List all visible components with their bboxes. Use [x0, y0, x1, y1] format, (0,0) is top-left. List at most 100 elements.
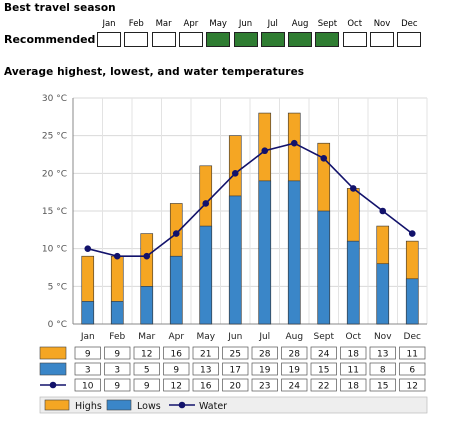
x-tick-label: Jul — [258, 332, 270, 342]
chart-title: Average highest, lowest, and water tempe… — [4, 66, 305, 78]
y-tick-label: 15 °C — [42, 207, 67, 217]
data-label-highs: 28 — [259, 350, 271, 360]
table-cell — [399, 362, 426, 376]
table-cell — [192, 362, 219, 376]
table-cell — [399, 378, 426, 392]
bar-lows — [376, 263, 390, 325]
data-label-lows: 3 — [85, 366, 91, 376]
data-label-water: 22 — [318, 382, 329, 392]
table-key-water-marker — [49, 381, 57, 389]
data-label-lows: 6 — [409, 366, 415, 376]
table-cell — [340, 362, 367, 376]
season-cell-feb — [124, 32, 149, 47]
table-key-highs — [39, 346, 67, 360]
y-tick-label: 0 °C — [48, 320, 67, 330]
bar-lows — [258, 180, 272, 325]
season-cell-sept — [315, 32, 340, 47]
table-cell — [251, 378, 278, 392]
data-label-lows: 5 — [144, 366, 150, 376]
season-cell-may — [206, 32, 231, 47]
table-cell — [163, 362, 190, 376]
x-tick-label: Sept — [314, 332, 335, 342]
y-tick-label: 10 °C — [42, 245, 67, 255]
x-tick-label: Feb — [109, 332, 125, 342]
x-tick-label: Dec — [404, 332, 421, 342]
x-tick-label: Oct — [345, 332, 361, 342]
x-tick-label: Jun — [227, 332, 242, 342]
data-label-highs: 25 — [230, 350, 241, 360]
data-label-water: 20 — [230, 382, 242, 392]
point-water — [261, 147, 269, 155]
season-month-aug: Aug — [291, 19, 309, 29]
bar-lows — [140, 286, 154, 325]
table-cell — [222, 346, 249, 360]
table-cell — [222, 378, 249, 392]
best-season-title: Best travel season — [4, 2, 116, 14]
table-cell — [133, 362, 160, 376]
bar-lows — [199, 225, 213, 325]
table-cell — [133, 346, 160, 360]
data-label-water: 16 — [200, 382, 212, 392]
x-tick-label: Aug — [285, 332, 303, 342]
data-label-water: 18 — [348, 382, 360, 392]
data-label-highs: 11 — [407, 350, 418, 360]
season-month-jul: Jul — [267, 19, 278, 29]
season-month-apr: Apr — [183, 19, 199, 29]
legend-label-lows: Lows — [137, 401, 161, 412]
y-tick-label: 25 °C — [42, 132, 67, 142]
point-water — [379, 207, 387, 215]
table-cell — [74, 346, 101, 360]
season-cell-dec — [397, 32, 422, 47]
data-label-water: 15 — [377, 382, 388, 392]
season-cell-jan — [97, 32, 121, 47]
data-label-lows: 11 — [348, 366, 359, 376]
bar-lows — [110, 301, 124, 325]
data-label-water: 12 — [171, 382, 182, 392]
bar-lows — [287, 180, 301, 325]
point-water — [172, 230, 180, 237]
data-label-water: 9 — [114, 382, 120, 392]
season-month-jun: Jun — [238, 19, 253, 29]
point-water — [290, 139, 298, 147]
season-month-sept: Sept — [317, 19, 338, 29]
y-tick-label: 30 °C — [42, 94, 67, 104]
y-tick-label: 20 °C — [42, 169, 67, 179]
data-label-water: 24 — [289, 382, 301, 392]
data-label-water: 9 — [144, 382, 150, 392]
data-label-highs: 18 — [348, 350, 360, 360]
table-cell — [192, 346, 219, 360]
table-cell — [74, 362, 101, 376]
table-cell — [192, 378, 219, 392]
table-cell — [222, 362, 249, 376]
table-cell — [281, 346, 308, 360]
x-tick-label: Mar — [138, 332, 155, 342]
data-label-water: 12 — [407, 382, 418, 392]
data-label-highs: 21 — [200, 350, 211, 360]
table-cell — [104, 362, 131, 376]
table-cell — [281, 362, 308, 376]
table-cell — [251, 362, 278, 376]
x-tick-label: Apr — [168, 332, 184, 342]
table-cell — [310, 378, 337, 392]
point-water — [320, 154, 328, 162]
season-month-dec: Dec — [401, 19, 418, 29]
point-water — [143, 252, 151, 260]
data-label-water: 23 — [259, 382, 270, 392]
data-label-lows: 15 — [318, 366, 329, 376]
table-cell — [369, 362, 396, 376]
data-label-highs: 9 — [114, 350, 120, 360]
table-cell — [369, 346, 396, 360]
season-cell-apr — [178, 32, 203, 47]
point-water — [113, 252, 121, 260]
point-water — [84, 245, 92, 252]
table-cell — [163, 346, 190, 360]
point-water — [408, 230, 416, 237]
table-cell — [310, 362, 337, 376]
legend-label-highs: Highs — [75, 401, 102, 412]
legend-marker-water — [178, 401, 186, 409]
table-cell — [310, 346, 337, 360]
table-cell — [133, 378, 160, 392]
table-cell — [340, 378, 367, 392]
y-tick-label: 5 °C — [48, 282, 67, 292]
